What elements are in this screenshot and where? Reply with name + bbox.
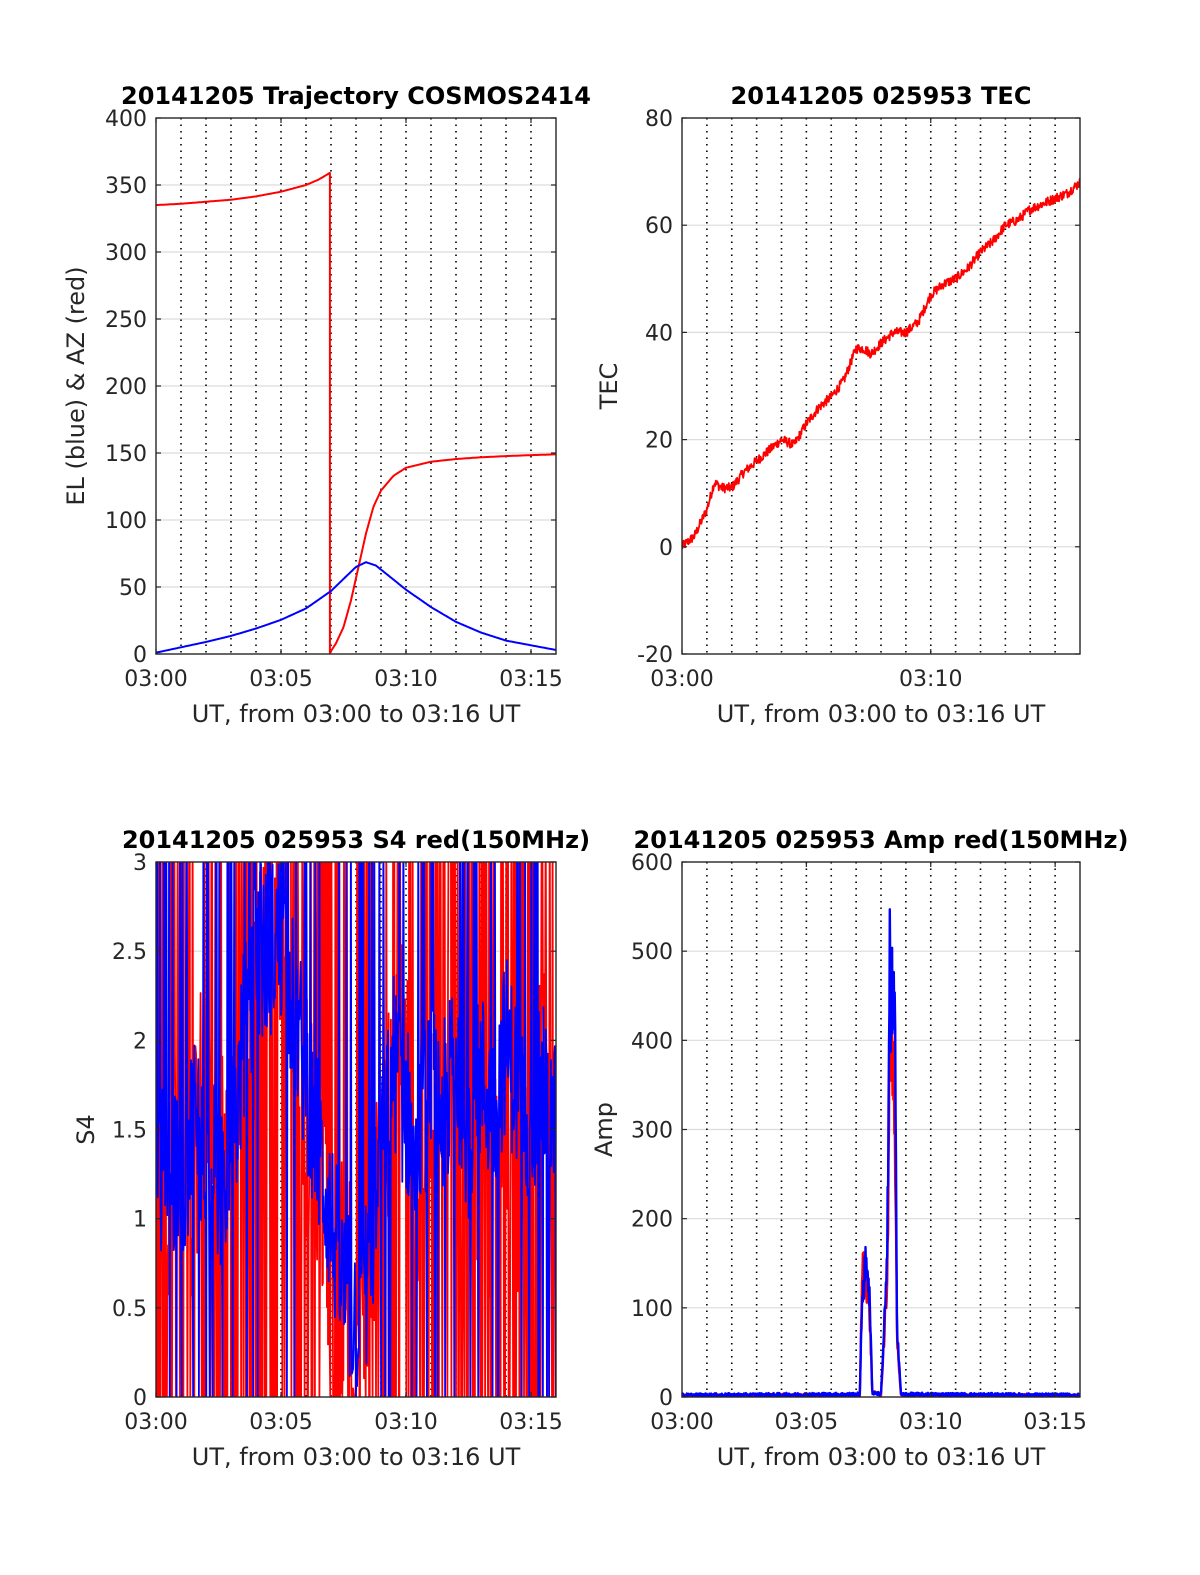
y-tick-label: -20 <box>637 643 673 668</box>
chart-title: 20141205 025953 S4 red(150MHz) <box>122 826 590 854</box>
y-tick-label: 100 <box>631 1297 673 1322</box>
x-tick-label: 03:15 <box>499 667 562 692</box>
y-tick-label: 300 <box>631 1119 673 1144</box>
y-tick-label: 250 <box>105 308 147 333</box>
chart-title: 20141205 Trajectory COSMOS2414 <box>121 82 591 110</box>
y-tick-label: 2.5 <box>112 940 147 965</box>
axes-box <box>681 117 1081 655</box>
chart-panel-4: 0 100 200 300 400 500 600 03:00 03:05 03:10 03:15 2… <box>590 826 1128 1471</box>
chart-panel-1: 0 50 100 150 200 250 300 350 400 03:00 03:05 03:10 0… <box>62 82 591 728</box>
y-tick-label: 150 <box>105 442 147 467</box>
x-tick-label: 03:15 <box>1023 1410 1086 1435</box>
x-tick-label: 03:05 <box>249 667 312 692</box>
x-tick-label: 03:05 <box>249 1410 312 1435</box>
x-tick-label: 03:10 <box>374 1410 437 1435</box>
y-tick-label: 0 <box>659 1386 673 1411</box>
y-tick-label: 400 <box>631 1029 673 1054</box>
series-line-blue <box>156 862 556 1397</box>
x-tick-label: 03:00 <box>650 667 713 692</box>
x-tick-label: 03:00 <box>650 1410 713 1435</box>
series-line-blue <box>156 561 556 654</box>
y-axis-label: Amp <box>590 1102 618 1157</box>
x-axis-label: UT, from 03:00 to 03:16 UT <box>717 1443 1046 1471</box>
x-tick-label: 03:05 <box>775 1410 838 1435</box>
y-axis-label: S4 <box>72 1114 100 1145</box>
series-group <box>156 171 556 654</box>
series-line-red <box>682 178 1080 550</box>
y-tick-label: 0 <box>133 643 147 668</box>
y-tick-label: 200 <box>631 1208 673 1233</box>
y-tick-label: 40 <box>645 321 673 346</box>
y-tick-label: 200 <box>105 375 147 400</box>
y-tick-label: 350 <box>105 174 147 199</box>
y-tick-label: 1.5 <box>112 1119 147 1144</box>
x-axis-label: UT, from 03:00 to 03:16 UT <box>717 700 1046 728</box>
x-tick-label: 03:10 <box>899 667 962 692</box>
x-axis-label: UT, from 03:00 to 03:16 UT <box>192 1443 521 1471</box>
y-tick-label: 3 <box>133 851 147 876</box>
series-line-red <box>156 171 556 654</box>
x-tick-label: 03:10 <box>374 667 437 692</box>
x-tick-label: 03:10 <box>899 1410 962 1435</box>
chart-panel-2: -20 0 20 40 60 80 03:00 03:10 20141205 025953 TE… <box>595 82 1081 728</box>
y-tick-label: 0 <box>133 1386 147 1411</box>
y-tick-label: 400 <box>105 107 147 132</box>
y-tick-label: 50 <box>119 576 147 601</box>
series-group <box>682 178 1080 550</box>
chart-panel-3: 0 0.5 1 1.5 2 2.5 3 03:00 03:05 03:10 03:15 2014120… <box>72 826 590 1471</box>
y-tick-label: 20 <box>645 429 673 454</box>
y-tick-label: 0.5 <box>112 1297 147 1322</box>
y-axis-label: TEC <box>595 363 623 411</box>
y-tick-label: 60 <box>645 214 673 239</box>
y-tick-label: 2 <box>133 1029 147 1054</box>
x-tick-label: 03:15 <box>499 1410 562 1435</box>
y-tick-label: 80 <box>645 107 673 132</box>
chart-title: 20141205 025953 TEC <box>731 82 1032 110</box>
y-tick-label: 500 <box>631 940 673 965</box>
series-group <box>156 862 556 1397</box>
y-tick-label: 1 <box>133 1208 147 1233</box>
y-tick-label: 600 <box>631 851 673 876</box>
x-tick-label: 03:00 <box>124 667 187 692</box>
chart-title: 20141205 025953 Amp red(150MHz) <box>634 826 1129 854</box>
y-tick-label: 0 <box>659 536 673 561</box>
y-tick-label: 300 <box>105 241 147 266</box>
x-axis-label: UT, from 03:00 to 03:16 UT <box>192 700 521 728</box>
y-tick-label: 100 <box>105 509 147 534</box>
y-axis-label: EL (blue) & AZ (red) <box>62 266 90 505</box>
x-tick-label: 03:00 <box>124 1410 187 1435</box>
